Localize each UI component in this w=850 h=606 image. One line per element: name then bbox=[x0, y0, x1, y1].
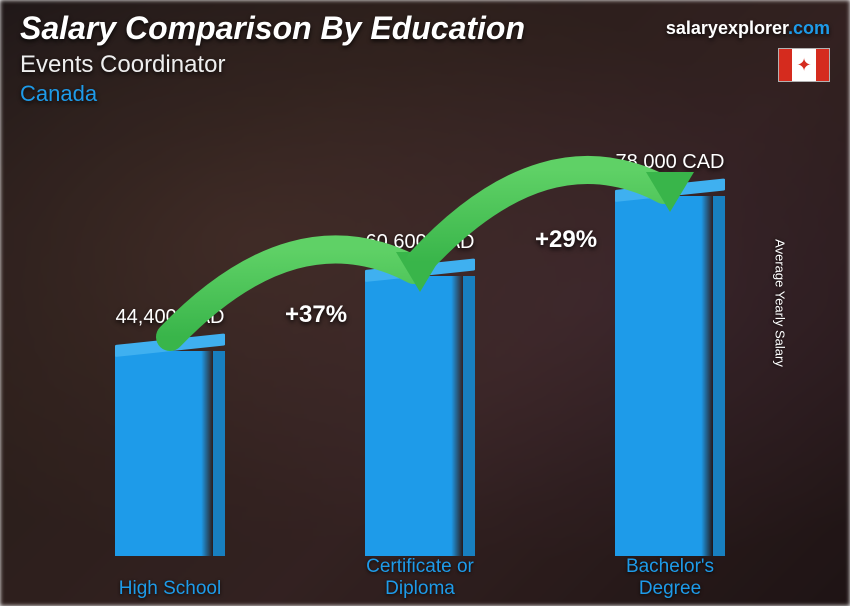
canada-flag-icon: ✦ bbox=[778, 48, 830, 82]
y-axis-label: Average Yearly Salary bbox=[773, 239, 788, 367]
maple-leaf-icon: ✦ bbox=[796, 56, 811, 74]
brand-logo: salaryexplorer.com bbox=[666, 18, 830, 39]
increase-arrow-1 bbox=[0, 126, 850, 606]
pct-label-0: +37% bbox=[285, 301, 347, 329]
chart-country: Canada bbox=[20, 81, 830, 107]
chart-subtitle: Events Coordinator bbox=[20, 51, 830, 79]
pct-label-1: +29% bbox=[535, 226, 597, 254]
bar-chart: 44,400 CADHigh School60,600 CADCertifica… bbox=[0, 126, 850, 606]
brand-name: salaryexplorer bbox=[666, 18, 788, 38]
brand-suffix: .com bbox=[788, 18, 830, 38]
